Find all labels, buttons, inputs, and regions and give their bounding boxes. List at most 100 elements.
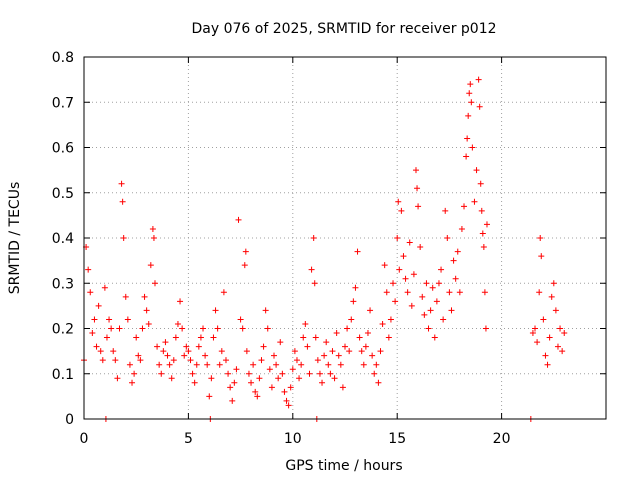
- data-point: [350, 298, 357, 305]
- data-point: [481, 289, 488, 296]
- data-point: [367, 307, 374, 314]
- data-point: [170, 357, 177, 364]
- data-point: [218, 348, 225, 355]
- data-point: [195, 343, 202, 350]
- data-point: [252, 388, 259, 395]
- data-point: [425, 325, 432, 332]
- data-point: [450, 257, 457, 264]
- data-point: [164, 352, 171, 359]
- data-point: [306, 370, 313, 377]
- data-point: [214, 325, 221, 332]
- data-point: [241, 262, 248, 269]
- x-axis-label: GPS time / hours: [285, 458, 402, 474]
- data-point: [440, 316, 447, 323]
- data-point: [390, 280, 397, 287]
- data-point: [231, 379, 238, 386]
- data-point: [141, 293, 148, 300]
- data-point: [287, 384, 294, 391]
- data-point: [387, 316, 394, 323]
- data-point: [476, 103, 483, 110]
- y-tick-label: 0.1: [52, 367, 74, 383]
- data-point: [289, 366, 296, 373]
- data-point: [344, 325, 351, 332]
- data-point: [468, 99, 475, 106]
- data-point: [308, 266, 315, 273]
- data-point: [373, 361, 380, 368]
- data-point: [463, 153, 470, 160]
- data-point: [172, 334, 179, 341]
- data-point: [122, 293, 129, 300]
- data-point: [346, 348, 353, 355]
- data-point: [147, 262, 154, 269]
- y-tick-label: 0: [65, 412, 74, 428]
- data-point: [150, 235, 157, 241]
- data-point: [358, 348, 365, 355]
- data-point: [200, 325, 207, 332]
- data-point: [266, 366, 273, 373]
- data-point: [302, 320, 309, 327]
- data-point: [225, 370, 232, 377]
- data-point: [414, 185, 421, 192]
- data-point: [149, 225, 156, 232]
- data-point: [129, 379, 136, 386]
- data-point: [464, 135, 471, 142]
- data-point: [398, 207, 405, 214]
- data-point: [124, 316, 131, 323]
- data-point: [483, 221, 490, 228]
- data-point: [275, 375, 282, 382]
- data-point: [133, 334, 140, 341]
- y-tick-label: 0.4: [52, 231, 74, 247]
- data-point: [174, 320, 181, 327]
- data-point: [118, 180, 125, 187]
- data-point: [477, 180, 484, 187]
- data-point: [473, 167, 480, 174]
- axes: 0 0.1 0.2 0.3 0.4 0.5 0.6 0.7 0.8 0 5 10 15 20: [52, 50, 607, 447]
- data-point: [438, 266, 445, 273]
- data-point: [281, 388, 288, 395]
- data-point: [131, 370, 138, 377]
- data-point: [419, 293, 426, 300]
- data-point: [469, 144, 476, 151]
- data-point: [431, 334, 438, 341]
- data-point: [548, 293, 555, 300]
- data-point: [421, 311, 428, 318]
- data-point: [279, 370, 286, 377]
- data-point: [135, 352, 142, 359]
- data-point: [339, 384, 346, 391]
- data-point: [197, 334, 204, 341]
- data-point: [542, 352, 549, 359]
- data-point: [356, 334, 363, 341]
- x-tick-label: 10: [284, 431, 302, 447]
- data-point: [423, 280, 430, 287]
- data-point: [319, 379, 326, 386]
- x-tick-label: 20: [493, 431, 511, 447]
- chart-title: Day 076 of 2025, SRMTID for receiver p01…: [191, 21, 496, 37]
- data-point: [166, 361, 173, 368]
- data-point: [101, 284, 108, 291]
- data-point: [106, 316, 113, 323]
- data-point: [311, 280, 318, 287]
- data-point: [454, 248, 461, 255]
- data-point: [291, 348, 298, 355]
- data-point: [465, 112, 472, 119]
- data-point: [248, 379, 255, 386]
- data-point: [448, 307, 455, 314]
- data-point: [480, 244, 487, 251]
- data-point: [435, 280, 442, 287]
- data-point: [402, 275, 409, 282]
- data-point: [396, 266, 403, 273]
- data-point: [321, 352, 328, 359]
- data-point: [479, 230, 486, 237]
- data-point: [467, 81, 474, 88]
- data-point: [329, 348, 336, 355]
- data-point: [168, 375, 175, 382]
- data-point: [189, 370, 196, 377]
- data-point: [461, 203, 468, 210]
- data-point: [208, 375, 215, 382]
- data-point: [264, 325, 271, 332]
- data-point: [296, 375, 303, 382]
- data-point: [427, 307, 434, 314]
- y-tick-label: 0.3: [52, 276, 74, 292]
- data-point: [561, 330, 568, 337]
- data-point: [544, 361, 551, 368]
